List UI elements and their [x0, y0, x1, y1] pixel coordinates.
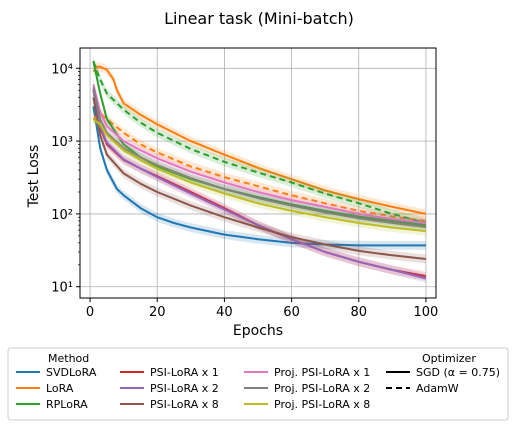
legend-box	[7, 347, 509, 421]
x-tick-label: 80	[350, 305, 367, 320]
y-tick-label: 10³	[51, 135, 73, 150]
y-axis-ticks: 10¹ 10² 10³ 10⁴	[51, 62, 80, 296]
chart-title: Linear task (Mini-batch)	[164, 9, 354, 28]
series-line-proj-psi-lora-x-8-sgd	[92, 118, 427, 233]
legend-optimizer-label: SGD (α = 0.75)	[416, 366, 500, 379]
grid	[80, 48, 436, 298]
y-tick-label: 10²	[51, 208, 73, 223]
legend: Method Optimizer SVDLoRA LoRA RPLoRA PSI-Lo…	[7, 347, 509, 421]
x-tick-label: 40	[216, 305, 233, 320]
x-tick-label: 0	[86, 305, 94, 320]
x-axis-ticks: 0 20 40 60 80 100	[86, 298, 438, 320]
series-line-lora-adamw	[92, 112, 427, 222]
y-tick-label: 10⁴	[51, 62, 73, 77]
legend-label: Proj. PSI-LoRA x 2	[274, 382, 370, 395]
series-line-lora-sgd	[92, 65, 427, 215]
series-band-rplora	[93, 56, 426, 230]
legend-optimizer-label: AdamW	[416, 382, 459, 395]
series-band-rplora	[93, 56, 426, 228]
legend-label: RPLoRA	[46, 398, 88, 411]
legend-method-header: Method	[48, 352, 89, 365]
x-tick-label: 60	[283, 305, 300, 320]
legend-label: PSI-LoRA x 2	[150, 382, 219, 395]
legend-entries: SVDLoRA LoRA RPLoRA PSI-LoRA x 1 PSI-LoRA x …	[16, 366, 500, 411]
series-band-lora	[93, 109, 426, 226]
legend-optimizer-header: Optimizer	[422, 352, 476, 365]
legend-label: LoRA	[46, 382, 74, 395]
series-band-proj-psi-lora-x-2	[93, 82, 426, 232]
legend-label: Proj. PSI-LoRA x 1	[274, 366, 370, 379]
legend-label: PSI-LoRA x 1	[150, 366, 219, 379]
legend-label: SVDLoRA	[46, 366, 97, 379]
series-band-lora	[93, 62, 426, 219]
y-tick-label: 10¹	[51, 281, 73, 296]
legend-label: Proj. PSI-LoRA x 8	[274, 398, 370, 411]
series-line-psi-lora-x-2-sgd	[92, 90, 427, 280]
series-band-proj-psi-lora-x-8	[93, 114, 426, 236]
series-line-rplora-adamw	[92, 60, 427, 224]
series-line-psi-lora-x-8-sgd	[92, 97, 427, 260]
x-tick-label: 20	[149, 305, 166, 320]
y-axis-label: Test Loss	[26, 145, 42, 209]
x-tick-label: 100	[414, 305, 439, 320]
series-line-proj-psi-lora-x-1-sgd	[92, 84, 427, 224]
series-layer	[92, 56, 427, 283]
plot-frame	[79, 47, 437, 299]
series-line-proj-psi-lora-x-2-sgd	[92, 86, 427, 229]
series-band-psi-lora-x-8	[93, 92, 426, 264]
series-line-svdlora-sgd	[92, 106, 426, 247]
legend-label: PSI-LoRA x 8	[150, 398, 219, 411]
x-axis-label: Epochs	[233, 323, 283, 339]
